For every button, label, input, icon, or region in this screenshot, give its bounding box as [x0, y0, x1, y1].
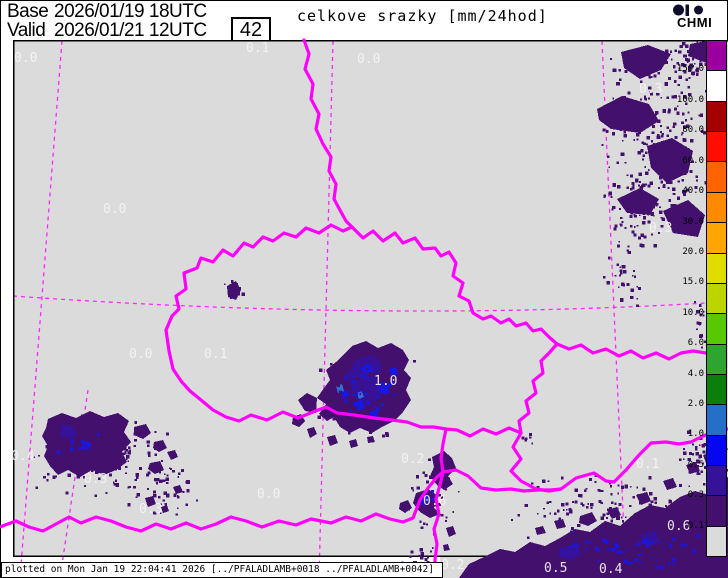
map-value-labels: 0.0 0.1 0.0 0.3 0.0 0.3 0.0 0.1 1.0 0.4 0.3 0.3 0.0 0…: [11, 41, 690, 577]
colorbar-segment: [707, 496, 726, 527]
map-value-label: 0.5: [544, 561, 567, 576]
colorbar-segment: [707, 101, 726, 133]
map-value-label: 0.3: [84, 472, 107, 487]
map-value-label: 0.6: [667, 519, 690, 534]
map-value-label: 0.3: [649, 221, 672, 236]
border-south-vertical: [432, 427, 448, 578]
map-value-label: 0.0: [129, 347, 152, 362]
colorbar-segment: [707, 435, 726, 467]
border-north: [302, 38, 354, 229]
precipitation-speckles-blue: [57, 369, 700, 570]
map-value-label: 1.0: [374, 374, 397, 389]
map-value-label: 0.2: [441, 558, 464, 573]
valid-time-row: Valid 2026/01/21 12UTC: [7, 21, 207, 40]
plot-info-footer: plotted on Mon Jan 19 22:04:41 2026 [../…: [1, 562, 443, 578]
base-label: Base: [7, 1, 49, 22]
border-east: [555, 342, 708, 361]
colorbar-segment: [707, 344, 726, 375]
chmi-logo-text: CHMI: [677, 15, 713, 30]
border-junction-east: [441, 468, 563, 493]
colorbar-segment: [707, 132, 726, 163]
product-title: celkove srazky [mm/24hod]: [297, 7, 548, 25]
country-borders: [0, 38, 728, 578]
colorbar-segment: [707, 253, 726, 284]
valid-label: Valid: [7, 20, 46, 41]
map-value-label: 0.3: [639, 82, 662, 97]
map-value-label: 0.0: [103, 202, 126, 217]
map-value-label: 0.3: [139, 502, 162, 517]
valid-value: 2026/01/21 12UTC: [54, 20, 207, 41]
precipitation-area-mid: [60, 355, 661, 560]
map-value-label: 0.1: [636, 457, 659, 472]
map-value-label: 0.4: [599, 562, 623, 577]
colorbar-segment: [707, 374, 726, 406]
map-value-label: 0.1: [204, 347, 227, 362]
colorbar-segment: [707, 526, 726, 557]
base-time-row: Base 2026/01/19 18UTC: [7, 2, 207, 21]
colorbar-segment: [707, 405, 726, 436]
colorbar-segment: [707, 466, 726, 497]
precipitation-area-low: [42, 41, 728, 578]
precipitation-colorbar: [706, 40, 727, 557]
border-southeast-b: [559, 427, 728, 491]
colorbar-segment: [707, 71, 726, 102]
map-value-label: 0.0: [257, 487, 280, 502]
base-value: 2026/01/19 18UTC: [54, 1, 207, 22]
colorbar-segment: [707, 314, 726, 345]
map-value-label: 0.6: [423, 494, 446, 509]
chmi-logo-icon: [673, 4, 703, 16]
border-alps: [0, 470, 445, 533]
map-value-label: 0.2: [401, 452, 424, 467]
border-czech-outline: [164, 223, 559, 438]
map-value-label: 0.0: [357, 52, 380, 67]
map-value-label: 0.0: [14, 51, 37, 66]
map-value-label: 0.4: [11, 449, 35, 464]
colorbar-segment: [707, 283, 726, 315]
colorbar-segment: [707, 192, 726, 224]
colorbar-segment: [707, 223, 726, 254]
colorbar-segment: [707, 162, 726, 193]
map-value-label: 0.1: [246, 41, 269, 56]
colorbar-segment: [707, 41, 726, 72]
